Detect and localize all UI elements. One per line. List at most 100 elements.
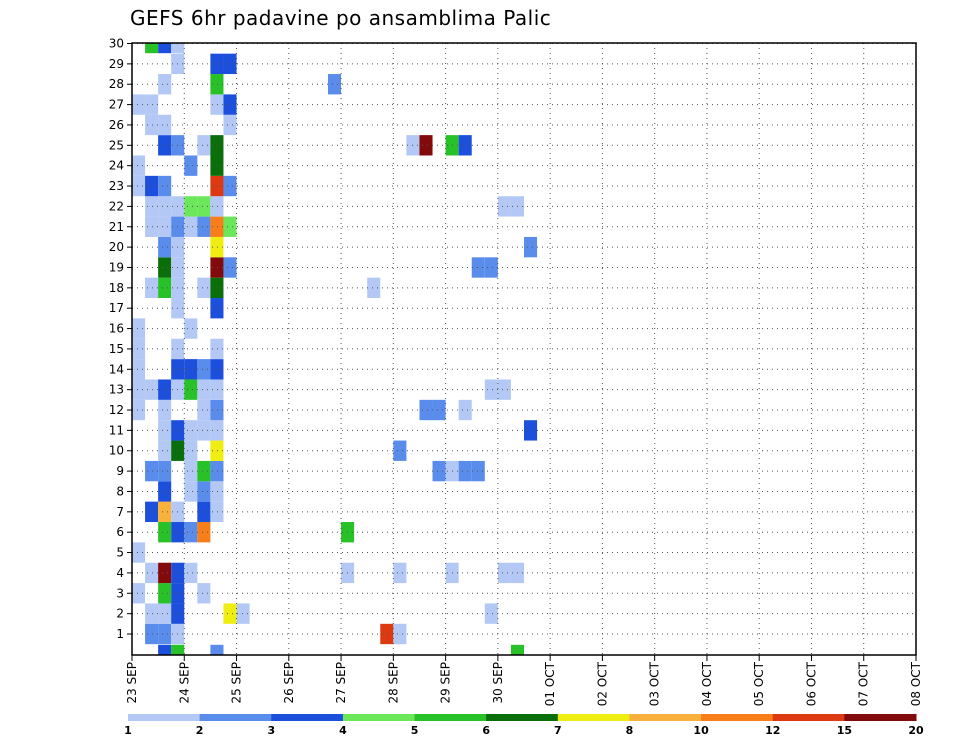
heatmap-cell — [210, 94, 224, 115]
heatmap-cell — [158, 114, 172, 136]
y-tick-label: 19 — [109, 260, 124, 274]
y-tick-label: 11 — [109, 423, 124, 437]
x-tick-label: 23 SEP — [125, 662, 139, 704]
heatmap-cell — [158, 440, 172, 461]
heatmap-cell — [197, 359, 211, 380]
heatmap-cell — [223, 53, 237, 75]
y-tick-label: 24 — [109, 159, 124, 173]
heatmap-cell — [145, 460, 159, 482]
heatmap-cell — [524, 236, 538, 258]
heatmap-cell — [145, 603, 159, 624]
heatmap-cell — [145, 277, 159, 299]
y-tick-label: 2 — [116, 607, 124, 621]
heatmap-cell — [223, 94, 237, 115]
heatmap-cell — [210, 481, 224, 502]
colorbar-label: 12 — [765, 724, 780, 737]
y-tick-label: 23 — [109, 179, 124, 193]
heatmap-cell — [132, 542, 146, 563]
heatmap-cell — [132, 379, 146, 400]
heatmap-cell — [158, 603, 172, 624]
heatmap-cell — [223, 216, 237, 237]
heatmap-cell — [158, 420, 172, 441]
heatmap-cell — [210, 399, 224, 421]
heatmap-cell — [497, 196, 511, 217]
colorbar-label: 6 — [482, 724, 490, 737]
y-tick-label: 15 — [109, 342, 124, 356]
colorbar-label: 20 — [908, 724, 924, 737]
heatmap-cell — [132, 583, 146, 604]
heatmap-cell — [145, 114, 159, 136]
heatmap-cell — [145, 216, 159, 237]
colorbar-segment — [701, 714, 774, 721]
colorbar-segment — [629, 714, 702, 721]
y-tick-label: 3 — [116, 586, 124, 600]
heatmap-cell — [210, 196, 224, 217]
colorbar-segment — [772, 714, 845, 721]
heatmap-cell — [210, 644, 224, 655]
heatmap-cell — [419, 135, 433, 156]
y-tick-label: 21 — [109, 220, 124, 234]
heatmap-cell — [223, 603, 237, 624]
heatmap-cell — [393, 440, 407, 461]
heatmap-cell — [497, 379, 511, 400]
x-tick-label: 27 SEP — [334, 662, 348, 704]
heatmap-cell — [210, 257, 224, 278]
heatmap-cell — [367, 277, 381, 299]
colorbar-label: 8 — [626, 724, 634, 737]
y-tick-label: 25 — [109, 138, 124, 152]
x-tick-label: 03 OCT — [648, 661, 662, 706]
heatmap-cell — [132, 338, 146, 360]
y-tick-label: 26 — [109, 118, 124, 132]
heatmap-cell — [393, 623, 407, 645]
heatmap-cell — [223, 257, 237, 278]
heatmap-cell — [132, 94, 146, 115]
heatmap-cell — [197, 481, 211, 502]
y-tick-label: 30 — [109, 37, 124, 51]
colorbar-label: 5 — [411, 724, 419, 737]
heatmap-cell — [158, 399, 172, 421]
colorbar-segment — [557, 714, 630, 721]
y-tick-label: 16 — [109, 322, 124, 336]
heatmap-cell — [158, 644, 172, 655]
x-tick-label: 04 OCT — [700, 661, 714, 706]
heatmap-cell — [328, 74, 342, 95]
x-tick-label: 02 OCT — [595, 661, 609, 706]
heatmap-cell — [158, 135, 172, 156]
heatmap-cell — [419, 399, 433, 421]
heatmap-cell — [210, 155, 224, 176]
heatmap-cell — [197, 399, 211, 421]
heatmap-cell — [145, 379, 159, 400]
x-tick-label: 01 OCT — [543, 661, 557, 706]
heatmap-cell — [197, 379, 211, 400]
heatmap-cell — [184, 460, 198, 482]
y-tick-label: 27 — [109, 98, 124, 112]
heatmap-cell — [210, 135, 224, 156]
heatmap-cell — [184, 440, 198, 461]
heatmap-cell — [132, 359, 146, 380]
heatmap-cell — [145, 623, 159, 645]
heatmap-cell — [158, 583, 172, 604]
heatmap-cell — [497, 562, 511, 584]
colorbar-label: 4 — [339, 724, 347, 737]
colorbar-segment — [271, 714, 344, 721]
grid-lines — [132, 43, 916, 655]
colorbar-segment — [414, 714, 487, 721]
heatmap-cell — [210, 359, 224, 380]
y-tick-label: 8 — [116, 484, 124, 498]
y-tick-label: 1 — [116, 627, 124, 641]
heatmap-cell — [145, 196, 159, 217]
y-tick-label: 14 — [109, 362, 124, 376]
y-tick-label: 17 — [109, 301, 124, 315]
y-tick-label: 9 — [116, 464, 124, 478]
heatmap-cell — [158, 460, 172, 482]
heatmap-cell — [393, 562, 407, 584]
colorbar-label: 1 — [124, 724, 132, 737]
heatmap-cell — [132, 399, 146, 421]
heatmap-cell — [210, 74, 224, 95]
heatmap-cell — [210, 298, 224, 319]
heatmap-cell — [197, 420, 211, 441]
x-tick-label: 25 SEP — [230, 662, 244, 704]
heatmap-cell — [184, 481, 198, 502]
heatmap-cell — [210, 53, 224, 75]
